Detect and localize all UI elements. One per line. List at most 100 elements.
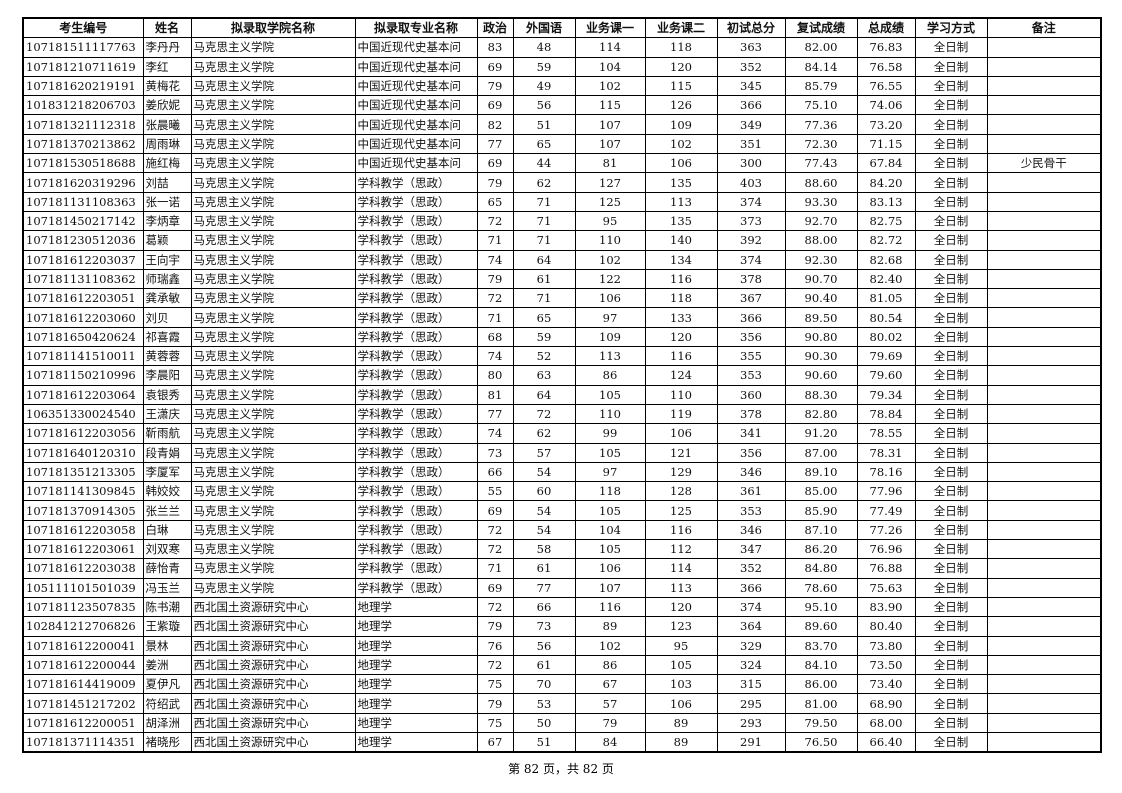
table-cell: 65 xyxy=(476,191,514,212)
table-cell: 62 xyxy=(512,423,576,444)
table-cell: 140 xyxy=(644,230,718,251)
table-cell: 68.90 xyxy=(856,693,916,714)
table-cell: 89 xyxy=(644,712,718,733)
table-cell xyxy=(986,674,1102,695)
table-cell xyxy=(986,172,1102,193)
table-cell xyxy=(986,461,1102,483)
table-cell: 124 xyxy=(644,365,718,386)
table-cell: 中国近现代史基本问 xyxy=(354,95,478,116)
column-header: 业务课一 xyxy=(574,17,646,39)
table-cell: 102 xyxy=(644,133,718,155)
table-row: 107181123507835 陈书潮 西北国土资源研究中心 地理学 72 66 116 12… xyxy=(22,596,1102,618)
table-cell: 西北国土资源研究中心 xyxy=(190,596,356,618)
table-cell: 86.00 xyxy=(784,674,858,695)
table-cell: 学科教学（思政） xyxy=(354,403,478,425)
table-row: 107181612203051 龚承敏 马克思主义学院 学科教学（思政） 72 71 106… xyxy=(22,288,1102,309)
table-cell: 107181123507835 xyxy=(22,596,144,618)
table-cell: 107181620219191 xyxy=(22,75,144,97)
table-cell: 89.60 xyxy=(784,616,858,637)
table-cell: 78.16 xyxy=(856,461,916,483)
table-cell: 76.58 xyxy=(856,56,916,77)
table-cell: 马克思主义学院 xyxy=(190,577,356,598)
table-cell: 95 xyxy=(574,210,646,232)
table-cell: 82.80 xyxy=(784,403,858,425)
table-cell: 110 xyxy=(644,384,718,405)
table-cell: 中国近现代史基本问 xyxy=(354,133,478,155)
table-cell: 116 xyxy=(644,268,718,290)
table-cell: 97 xyxy=(574,307,646,328)
table-cell: 马克思主义学院 xyxy=(190,37,356,58)
table-cell: 学科教学（思政） xyxy=(354,307,478,328)
table-row: 107181150210996 李晨阳 马克思主义学院 学科教学（思政） 80 63 86 1… xyxy=(22,365,1102,386)
table-cell: 351 xyxy=(716,133,786,155)
table-cell: 90.70 xyxy=(784,268,858,290)
table-cell: 78.84 xyxy=(856,403,916,425)
table-cell: 全日制 xyxy=(914,249,988,270)
table-cell: 西北国土资源研究中心 xyxy=(190,712,356,733)
table-cell: 107181612203056 xyxy=(22,423,144,444)
table-cell: 西北国土资源研究中心 xyxy=(190,693,356,714)
table-row: 107181620319296 刘喆 马克思主义学院 学科教学（思政） 79 62 127 1… xyxy=(22,172,1102,193)
table-row: 107181612203038 薛怡青 马克思主义学院 学科教学（思政） 71 61 106… xyxy=(22,558,1102,579)
table-cell: 全日制 xyxy=(914,133,988,155)
table-cell: 袁银秀 xyxy=(142,384,192,405)
table-cell: 地理学 xyxy=(354,654,478,676)
table-cell: 81.00 xyxy=(784,693,858,714)
table-cell: 82.68 xyxy=(856,249,916,270)
table-cell xyxy=(986,731,1102,753)
table-cell: 全日制 xyxy=(914,539,988,560)
table-row: 105111101501039 冯玉兰 马克思主义学院 学科教学（思政） 69 77 107… xyxy=(22,577,1102,598)
table-cell: 全日制 xyxy=(914,56,988,77)
table-cell: 66 xyxy=(476,461,514,483)
table-cell: 全日制 xyxy=(914,37,988,58)
table-cell: 56 xyxy=(512,635,576,656)
column-header: 初试总分 xyxy=(716,17,786,39)
table-cell: 陈书潮 xyxy=(142,596,192,618)
table-cell xyxy=(986,95,1102,116)
table-cell: 84.10 xyxy=(784,654,858,676)
table-cell: 全日制 xyxy=(914,519,988,541)
table-row: 107181131108362 师瑞鑫 马克思主义学院 学科教学（思政） 79 61 122… xyxy=(22,268,1102,290)
table-cell: 293 xyxy=(716,712,786,733)
table-cell: 全日制 xyxy=(914,693,988,714)
table-cell: 118 xyxy=(574,481,646,502)
table-cell: 张兰兰 xyxy=(142,500,192,521)
table-cell: 125 xyxy=(644,500,718,521)
table-cell: 全日制 xyxy=(914,654,988,676)
table-cell: 83.90 xyxy=(856,596,916,618)
table-cell: 67 xyxy=(476,731,514,753)
table-cell: 82.40 xyxy=(856,268,916,290)
table-cell: 韩姣姣 xyxy=(142,481,192,502)
table-cell: 80 xyxy=(476,365,514,386)
table-cell: 89.10 xyxy=(784,461,858,483)
table-cell: 马克思主义学院 xyxy=(190,326,356,348)
table-cell: 西北国土资源研究中心 xyxy=(190,635,356,656)
table-cell: 107181321112318 xyxy=(22,114,144,135)
table-cell: 114 xyxy=(574,37,646,58)
table-cell: 107181612203064 xyxy=(22,384,144,405)
table-cell: 符绍武 xyxy=(142,693,192,714)
column-header: 拟录取学院名称 xyxy=(190,17,356,39)
table-cell xyxy=(986,307,1102,328)
table-cell: 全日制 xyxy=(914,75,988,97)
table-cell: 57 xyxy=(574,693,646,714)
table-cell xyxy=(986,114,1102,135)
table-cell: 62 xyxy=(512,172,576,193)
table-cell: 刘喆 xyxy=(142,172,192,193)
table-cell: 79.50 xyxy=(784,712,858,733)
table-cell: 马克思主义学院 xyxy=(190,210,356,232)
table-cell: 马克思主义学院 xyxy=(190,56,356,77)
table-cell: 地理学 xyxy=(354,596,478,618)
table-cell: 85.90 xyxy=(784,500,858,521)
table-cell: 74 xyxy=(476,249,514,270)
table-cell: 73.40 xyxy=(856,674,916,695)
table-cell: 120 xyxy=(644,596,718,618)
table-row: 107181614419009 夏伊凡 西北国土资源研究中心 地理学 75 70 67 103… xyxy=(22,674,1102,695)
table-cell: 白琳 xyxy=(142,519,192,541)
table-cell: 马克思主义学院 xyxy=(190,403,356,425)
table-cell: 马克思主义学院 xyxy=(190,172,356,193)
table-cell: 364 xyxy=(716,616,786,637)
table-cell: 107181371114351 xyxy=(22,731,144,753)
table-cell: 马克思主义学院 xyxy=(190,558,356,579)
table-cell: 107181612203037 xyxy=(22,249,144,270)
